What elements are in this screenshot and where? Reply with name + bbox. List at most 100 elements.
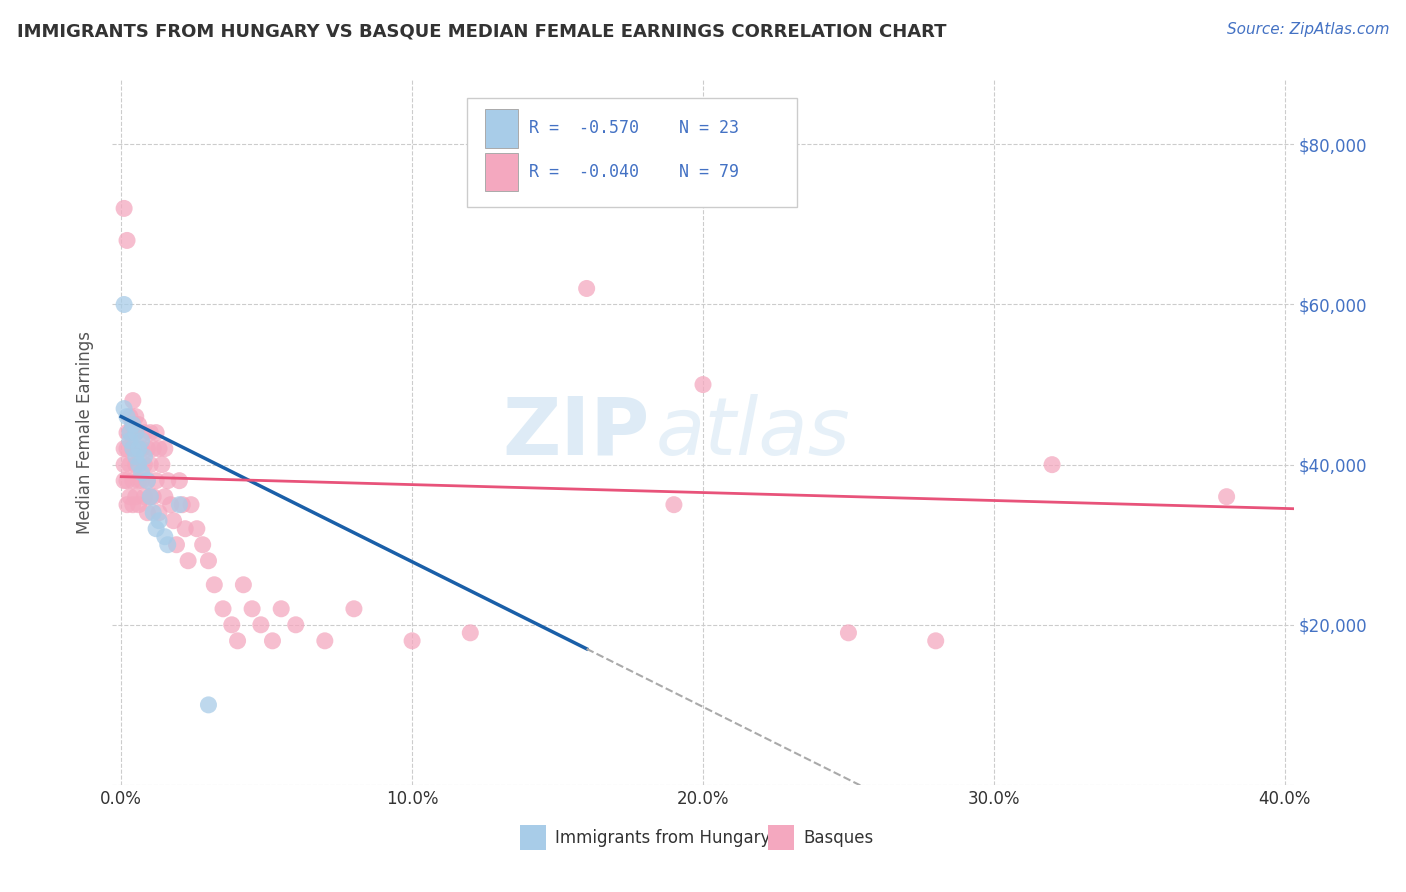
Point [121,474,143,488]
Point [121,498,143,512]
Point [134,490,156,504]
Point [172,498,194,512]
Point [134,450,156,464]
Point [125,425,148,440]
Point [191,538,214,552]
Point [145,522,167,536]
Point [118,425,141,440]
Point [134,458,156,472]
Point [115,474,138,488]
Text: Source: ZipAtlas.com: Source: ZipAtlas.com [1226,22,1389,37]
Point [128,498,150,512]
Point [121,417,143,432]
Point [202,578,225,592]
Point [128,458,150,472]
FancyBboxPatch shape [467,98,797,207]
Point [139,490,162,504]
Point [177,554,200,568]
Point [575,281,598,295]
FancyBboxPatch shape [520,825,546,850]
Point [156,538,179,552]
Point [153,530,176,544]
Text: Basques: Basques [803,829,873,847]
Point [128,442,150,456]
Point [136,442,159,456]
Point [221,617,243,632]
Point [162,514,184,528]
Point [169,498,191,512]
Point [118,490,141,504]
Point [145,474,167,488]
Point [1215,490,1237,504]
Point [240,602,263,616]
Point [284,617,307,632]
Point [314,633,336,648]
Point [139,458,162,472]
Point [250,617,273,632]
Point [118,409,141,424]
Point [128,442,150,456]
Point [153,490,176,504]
Point [343,602,366,616]
Text: Immigrants from Hungary: Immigrants from Hungary [555,829,770,847]
Point [401,633,423,648]
Point [131,466,153,480]
Point [134,425,156,440]
Point [136,474,159,488]
Point [112,442,135,456]
Point [115,234,138,248]
Point [159,498,181,512]
Point [131,474,153,488]
Point [131,442,153,456]
Point [115,409,138,424]
Point [136,474,159,488]
Point [112,458,135,472]
Text: ZIP: ZIP [502,393,650,472]
Point [125,490,148,504]
FancyBboxPatch shape [485,153,517,191]
Text: N = 23: N = 23 [679,120,740,137]
Y-axis label: Median Female Earnings: Median Female Earnings [76,331,94,534]
Point [262,633,284,648]
Point [150,458,173,472]
Point [186,522,208,536]
Text: R =  -0.570: R = -0.570 [530,120,640,137]
Point [232,578,254,592]
Point [112,202,135,216]
Point [125,458,148,472]
Point [115,425,138,440]
Point [458,625,481,640]
Point [115,442,138,456]
Point [118,434,141,448]
Point [197,698,219,712]
FancyBboxPatch shape [485,109,517,147]
Point [121,442,143,456]
Point [174,522,197,536]
Text: N = 79: N = 79 [679,163,740,181]
Point [121,417,143,432]
Point [128,417,150,432]
Point [142,490,165,504]
Point [145,425,167,440]
Point [118,425,141,440]
Point [112,474,135,488]
Point [212,602,235,616]
Point [180,498,202,512]
Text: atlas: atlas [655,393,851,472]
Point [139,425,162,440]
Point [153,442,176,456]
Text: IMMIGRANTS FROM HUNGARY VS BASQUE MEDIAN FEMALE EARNINGS CORRELATION CHART: IMMIGRANTS FROM HUNGARY VS BASQUE MEDIAN… [17,22,946,40]
Point [692,377,714,392]
Point [128,474,150,488]
Point [156,474,179,488]
Point [139,490,162,504]
Point [148,506,170,520]
Point [226,633,249,648]
Point [125,409,148,424]
Point [925,633,948,648]
Point [112,297,135,311]
Point [148,514,170,528]
Point [142,506,165,520]
Point [662,498,685,512]
Point [197,554,219,568]
